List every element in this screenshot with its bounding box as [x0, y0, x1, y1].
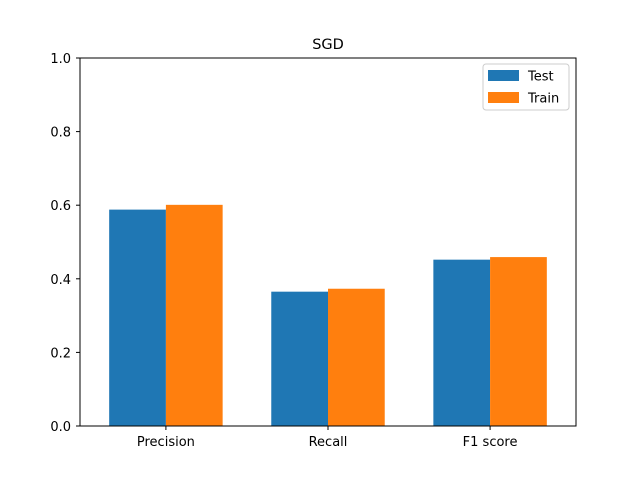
legend-swatch-test: [488, 70, 519, 81]
y-axis: 0.0 0.2 0.4 0.6 0.8 1.0: [50, 52, 80, 435]
y-tick-label: 0.8: [50, 126, 71, 141]
bar-train-f1-score: [490, 257, 547, 426]
x-axis: Precision Recall F1 score: [137, 426, 518, 450]
bar-train-precision: [165, 204, 223, 426]
chart-title: SGD: [312, 37, 344, 53]
bars-group: [109, 204, 547, 426]
legend-label-test: Test: [527, 70, 554, 85]
bar-test-recall: [271, 291, 328, 426]
x-tick-label: Precision: [137, 435, 195, 450]
bar-test-precision: [109, 209, 166, 426]
legend-label-train: Train: [527, 92, 559, 107]
legend: Test Train: [482, 63, 570, 111]
y-tick-label: 1.0: [50, 52, 71, 67]
bar-train-recall: [328, 288, 385, 426]
bar-test-f1-score: [433, 259, 491, 426]
y-tick-label: 0.2: [50, 346, 71, 361]
legend-swatch-train: [488, 92, 519, 103]
plot-frame: [79, 57, 577, 427]
x-tick-label: F1 score: [463, 435, 518, 450]
y-tick-label: 0.0: [50, 420, 71, 435]
y-tick-label: 0.6: [50, 199, 71, 214]
y-tick-label: 0.4: [50, 273, 71, 288]
x-tick-label: Recall: [309, 435, 348, 450]
